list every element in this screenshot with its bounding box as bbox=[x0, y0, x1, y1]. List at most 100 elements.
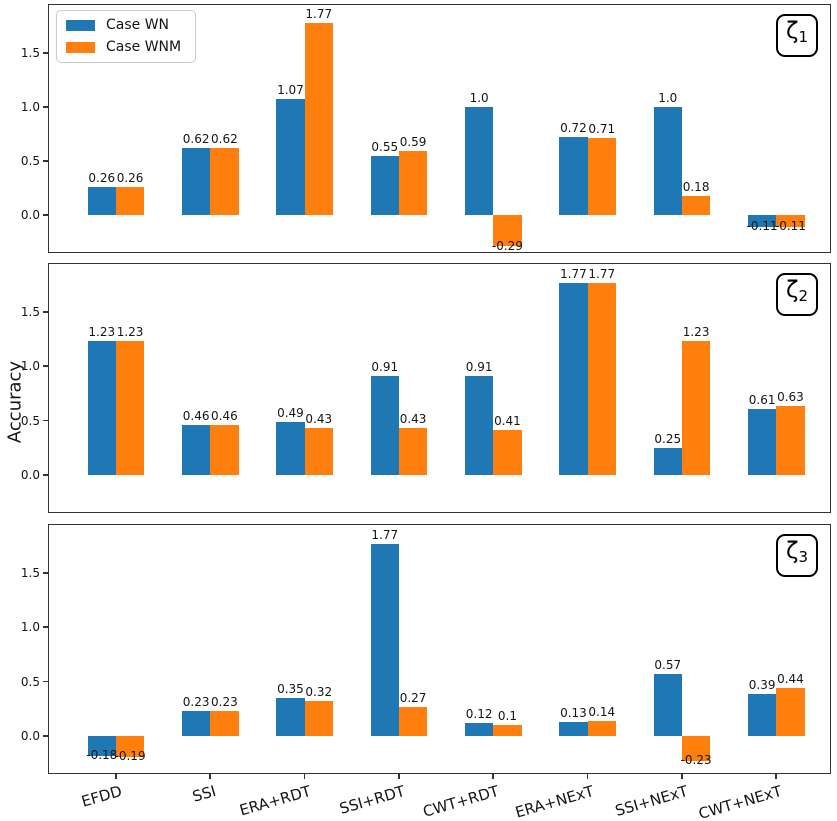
plot-area-zeta3: 0.0 0.5 1.0 1.5 -0.18 0.23 0.35 1.77 0.12 0.13 0.5… bbox=[21, 524, 831, 821]
bar-value-label: 0.26 bbox=[88, 170, 116, 185]
bar-value-label: 1.77 bbox=[305, 7, 333, 22]
bar-value-label: 0.39 bbox=[748, 677, 776, 692]
panel-badge-zeta2: ζ2 bbox=[775, 273, 818, 316]
x-tick-mark bbox=[586, 774, 589, 779]
legend-item-case-wnm: Case WNM bbox=[66, 40, 181, 55]
legend-swatch-case-wnm bbox=[66, 42, 95, 53]
bar-case-wn bbox=[370, 155, 399, 216]
y-tick-mark bbox=[43, 365, 48, 368]
x-tick-mark bbox=[681, 774, 683, 779]
bar-value-label: 0.62 bbox=[182, 131, 210, 146]
bar-case-wn bbox=[276, 421, 305, 475]
bar-value-label: -0.18 bbox=[86, 747, 118, 762]
bar-case-wnm bbox=[587, 138, 616, 216]
bar-case-wnm bbox=[493, 215, 522, 247]
bar-case-wn bbox=[653, 447, 682, 475]
bar-case-wn bbox=[559, 137, 588, 216]
y-tick-label: 1.0 bbox=[20, 99, 40, 114]
zeta-subscript: 1 bbox=[798, 28, 808, 46]
bar-value-label: 0.57 bbox=[654, 658, 682, 672]
bar-value-label: 0.72 bbox=[560, 121, 587, 136]
legend-swatch-case-wn bbox=[66, 20, 95, 31]
bar-case-wn bbox=[653, 106, 682, 216]
y-tick-mark bbox=[43, 680, 48, 683]
bar-case-wnm bbox=[210, 710, 239, 736]
x-tick-mark bbox=[492, 774, 495, 779]
bar-case-wn bbox=[276, 697, 305, 736]
bar-value-label: 0.43 bbox=[399, 412, 427, 427]
bar-value-label: 0.91 bbox=[465, 360, 493, 375]
bar-value-label: 0.71 bbox=[588, 122, 616, 137]
y-tick-mark bbox=[43, 626, 48, 629]
bar-value-label: 1.07 bbox=[277, 83, 304, 98]
bar-case-wnm bbox=[115, 186, 145, 216]
bar-case-wnm bbox=[681, 341, 711, 475]
bar-value-label: 1.23 bbox=[88, 325, 116, 340]
y-tick-label: 1.5 bbox=[20, 304, 40, 319]
bar-case-wn bbox=[464, 376, 494, 475]
x-tick-label: SSI+RDT bbox=[337, 782, 407, 818]
bar-value-label: 1.0 bbox=[658, 90, 678, 105]
bar-case-wnm bbox=[304, 428, 333, 475]
bar-case-wn bbox=[747, 693, 777, 736]
bar-value-label: 0.35 bbox=[277, 681, 304, 696]
bar-case-wn bbox=[276, 99, 305, 216]
y-tick-mark bbox=[43, 419, 48, 422]
bar-value-label: 0.25 bbox=[654, 431, 682, 446]
y-tick-label: 0.5 bbox=[20, 674, 40, 689]
bar-case-wnm bbox=[304, 23, 333, 216]
bar-value-label: -0.11 bbox=[746, 219, 778, 234]
bar-case-wn bbox=[559, 721, 588, 736]
y-tick-label: 1.0 bbox=[20, 620, 40, 635]
x-tick-label: ERA+RDT bbox=[237, 782, 313, 820]
bar-case-wn bbox=[464, 722, 494, 736]
x-tick-label: CWT+NExT bbox=[696, 782, 785, 821]
bar-case-wnm bbox=[493, 430, 522, 475]
zeta-symbol: ζ bbox=[785, 277, 799, 303]
bar-case-wnm bbox=[587, 720, 616, 736]
bar-case-wn bbox=[370, 376, 399, 475]
bar-value-label: -0.29 bbox=[491, 238, 523, 253]
bar-case-wn bbox=[87, 735, 116, 756]
y-tick-label: 0.0 bbox=[20, 728, 40, 743]
bar-case-wnm bbox=[210, 147, 239, 216]
bar-case-wnm bbox=[681, 735, 711, 761]
x-tick-label: EFDD bbox=[79, 782, 124, 811]
bar-value-label: 0.23 bbox=[182, 694, 210, 709]
bar-value-label: 1.77 bbox=[588, 266, 616, 281]
zeta-symbol: ζ bbox=[785, 18, 799, 44]
y-tick-mark bbox=[43, 160, 48, 162]
bar-value-label: 0.14 bbox=[588, 704, 616, 719]
legend-item-case-wn: Case WN bbox=[66, 18, 181, 33]
bar-case-wn bbox=[181, 424, 211, 475]
bar-value-label: 0.13 bbox=[560, 705, 587, 720]
bar-case-wnm bbox=[776, 215, 805, 227]
bar-value-label: 0.49 bbox=[277, 405, 304, 420]
bar-value-label: 1.77 bbox=[371, 527, 399, 542]
bar-case-wnm bbox=[493, 725, 522, 736]
bar-value-label: 0.43 bbox=[305, 412, 333, 427]
x-tick-mark bbox=[115, 774, 117, 779]
bar-value-label: 0.32 bbox=[305, 685, 333, 700]
x-tick-mark bbox=[398, 774, 400, 779]
bar-case-wnm bbox=[776, 688, 805, 736]
legend: Case WN Case WNM bbox=[56, 10, 197, 63]
y-tick-mark bbox=[43, 572, 48, 574]
x-tick-label: ERA+NExT bbox=[512, 782, 596, 821]
subplot-zeta1: 0.0 0.5 1.0 1.5 0.26 0.62 1.07 0.55 1.0 0.72 1.0 -0… bbox=[21, 4, 831, 253]
bar-case-wnm bbox=[398, 706, 428, 736]
bar-value-label: 0.26 bbox=[116, 170, 144, 185]
y-tick-mark bbox=[43, 474, 48, 476]
bar-case-wnm bbox=[681, 195, 711, 216]
bar-case-wn bbox=[747, 215, 777, 227]
x-tick-label: SSI bbox=[190, 782, 219, 806]
y-tick-label: 0.0 bbox=[20, 208, 40, 223]
bar-case-wnm bbox=[398, 428, 428, 475]
x-tick-mark bbox=[303, 774, 306, 779]
zeta-symbol: ζ bbox=[785, 538, 799, 564]
bar-case-wn bbox=[464, 106, 494, 216]
y-tick-label: 1.0 bbox=[20, 359, 40, 374]
bar-value-label: -0.19 bbox=[114, 748, 146, 763]
bar-value-label: 0.41 bbox=[494, 414, 521, 429]
